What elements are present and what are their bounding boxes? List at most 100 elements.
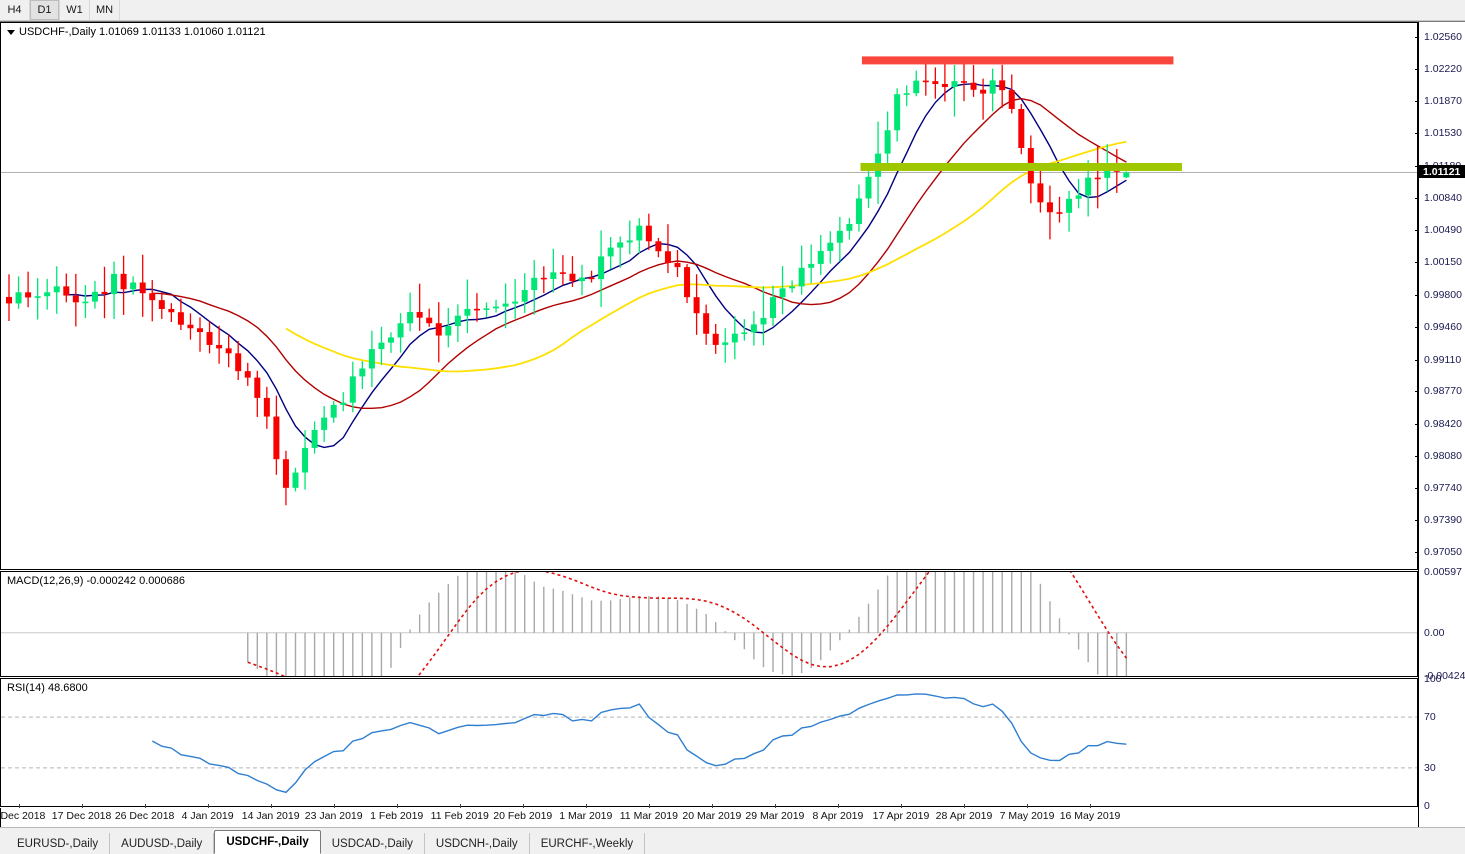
macd-pane[interactable]: MACD(12,26,9) -0.000242 0.000686 [0,571,1418,677]
x-axis-tick [270,804,272,808]
symbol-tab-eurchf[interactable]: EURCHF-,Weekly [530,833,646,854]
price-tick-label: 1.00490 [1424,224,1462,237]
x-axis-tick [522,804,524,808]
rsi-tick-label: 70 [1424,711,1436,724]
x-axis-tick [396,804,398,808]
price-tick [1415,230,1419,232]
x-axis-label: 16 May 2019 [1059,810,1121,822]
timeframe-w1[interactable]: W1 [60,0,90,20]
x-axis-tick [837,804,839,808]
price-tick-label: 0.98080 [1424,449,1462,462]
price-tick [1415,552,1419,554]
price-tick [1415,326,1419,328]
chart-frame: USDCHF-,Daily 1.01069 1.01133 1.01060 1.… [0,21,1465,828]
price-tick [1415,197,1419,199]
price-tick-label: 1.01530 [1424,127,1462,140]
rsi-chart-svg [1,693,1417,794]
x-axis-tick [459,804,461,808]
price-pane[interactable]: USDCHF-,Daily 1.01069 1.01133 1.01060 1.… [0,22,1418,570]
price-tick [1415,487,1419,489]
price-tick-label: 1.00840 [1424,191,1462,204]
price-tick [1415,165,1419,167]
rsi-pane[interactable]: RSI(14) 48.6800 [0,678,1418,807]
macd-tick-label: 0.00 [1424,626,1445,639]
price-tick-label: 0.97050 [1424,546,1462,559]
x-axis-label: 8 Apr 2019 [812,810,864,822]
x-axis-label: 17 Dec 2018 [51,810,112,822]
price-tick-label: 0.97390 [1424,514,1462,527]
x-axis-tick [1090,804,1092,808]
price-tick [1415,424,1419,426]
x-axis-label: 26 Dec 2018 [114,810,175,822]
x-axis-label: 4 Jan 2019 [181,810,234,822]
price-scale[interactable]: 1.025601.022201.018701.015301.011801.008… [1415,22,1465,827]
timeframe-toolbar: H4 D1 W1 MN [0,0,1465,21]
price-tick-label: 0.98770 [1424,385,1462,398]
timeframe-mn[interactable]: MN [90,0,120,20]
symbol-tab-eurusd[interactable]: EURUSD-,Daily [6,833,111,854]
x-axis-label: 1 Mar 2019 [559,810,613,822]
x-axis-label: 11 Mar 2019 [619,810,678,822]
x-axis-tick [207,804,209,808]
current-price-label: 1.01121 [1419,165,1465,179]
timeframe-d1[interactable]: D1 [30,0,60,20]
x-axis-label: 29 Mar 2019 [745,810,805,822]
x-axis-label: 7 May 2019 [999,810,1055,822]
rsi-tick-label: 0 [1424,800,1430,812]
x-axis-label: 14 Jan 2019 [241,810,300,822]
x-axis-tick [18,804,20,808]
x-axis-label: 28 Apr 2019 [935,810,993,822]
price-chart-svg [1,56,1417,506]
price-tick [1415,359,1419,361]
price-tick-label: 0.98420 [1424,418,1462,431]
price-tick [1415,391,1419,393]
rsi-pane-label: RSI(14) 48.6800 [7,682,88,694]
price-tick-label: 0.99800 [1424,289,1462,301]
macd-tick-label: -0.004243 [1424,670,1465,682]
rsi-tick-label: 30 [1424,761,1436,774]
price-tick [1415,262,1419,264]
macd-chart-svg [1,572,1417,676]
price-pane-label: USDCHF-,Daily 1.01069 1.01133 1.01060 1.… [7,26,266,38]
price-tick-label: 1.02220 [1424,62,1462,75]
x-axis-tick [711,804,713,808]
x-axis-label: 17 Apr 2019 [872,810,930,822]
timeframe-h4[interactable]: H4 [0,0,30,20]
symbol-tab-audusd[interactable]: AUDUSD-,Daily [110,833,215,854]
price-tick [1415,455,1419,457]
x-axis-label: 23 Jan 2019 [304,810,363,822]
price-tick-label: 1.00150 [1424,256,1462,269]
price-tick [1415,295,1419,296]
price-tick [1415,520,1419,522]
x-axis-label: 7 Dec 2018 [0,810,46,822]
price-tick [1415,101,1419,103]
x-axis-tick [964,804,965,808]
x-axis-tick [144,804,146,808]
x-axis-tick [81,804,83,808]
collapse-triangle-icon[interactable] [7,29,15,35]
price-tick-label: 0.99110 [1424,353,1462,366]
price-tick-label: 1.01870 [1424,95,1462,108]
x-axis-label: 11 Feb 2019 [430,810,489,822]
symbol-tab-usdchf[interactable]: USDCHF-,Daily [214,830,321,854]
macd-pane-label: MACD(12,26,9) -0.000242 0.000686 [7,575,185,587]
x-axis-label: 1 Feb 2019 [370,810,424,822]
x-axis-tick [900,804,902,808]
rsi-tick-label: 100 [1424,673,1442,685]
price-tick [1415,133,1419,135]
price-tick [1415,36,1419,38]
price-tick [1415,68,1419,70]
x-axis-tick [585,804,587,808]
symbol-tabbar: EURUSD-,Daily AUDUSD-,Daily USDCHF-,Daily U… [0,827,1465,854]
price-tick-label: 1.02560 [1424,30,1462,43]
x-axis-tick [648,804,650,808]
x-axis-tick [774,804,776,808]
macd-tick-label: 0.00597 [1424,566,1462,578]
x-axis-tick [1027,804,1029,808]
x-axis-tick [333,804,335,808]
symbol-tab-usdcnh[interactable]: USDCNH-,Daily [425,833,530,854]
symbol-tab-usdcad[interactable]: USDCAD-,Daily [321,833,425,854]
x-axis-label: 20 Mar 2019 [682,810,742,822]
price-tick-label: 0.99460 [1424,320,1462,333]
